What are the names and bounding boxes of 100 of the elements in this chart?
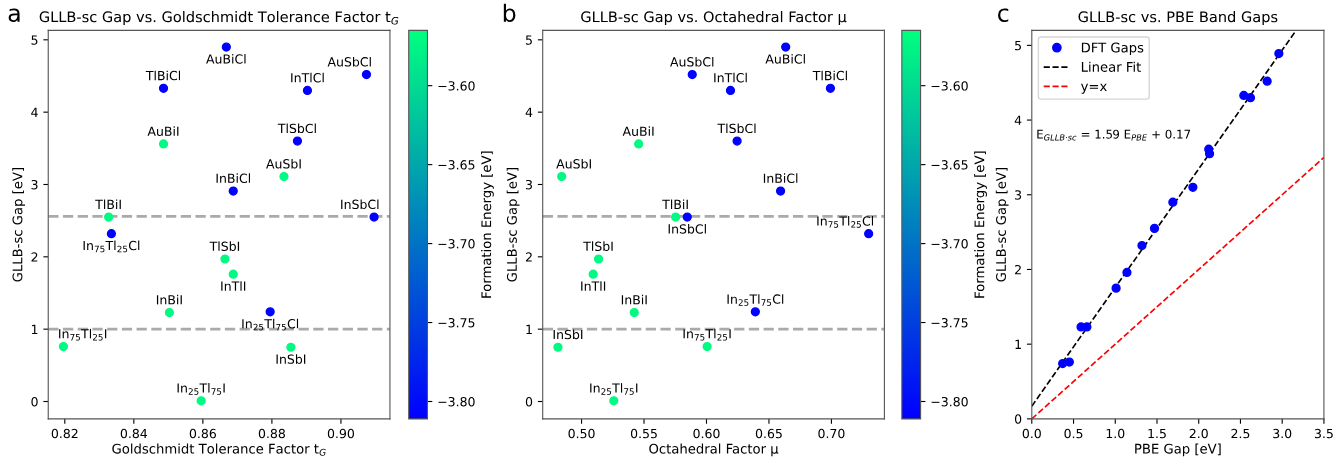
y-tick-label: 3 bbox=[1015, 190, 1022, 200]
annotation: InBiI bbox=[156, 294, 182, 305]
x-tick-label: 0.88 bbox=[258, 428, 285, 439]
y-tick-label: 1 bbox=[526, 324, 532, 334]
annotation: In$_{25}$Tl$_{75}$I bbox=[590, 383, 638, 395]
annotation: AuBiI bbox=[147, 126, 179, 137]
y-tick-label: 2 bbox=[31, 252, 38, 262]
annotation: InTlI bbox=[221, 281, 246, 291]
text: b bbox=[503, 3, 516, 22]
annotation: TlBiI bbox=[662, 199, 688, 209]
color-bar-label: −3.75 bbox=[931, 318, 968, 328]
annotation: AuSbI bbox=[556, 158, 591, 169]
x-tick-label: 0.82 bbox=[51, 428, 78, 439]
point bbox=[1122, 267, 1132, 278]
chart-title: GLLB-sc Gap vs. Goldschmidt Tolerance Factor t$_{G}$ bbox=[39, 11, 399, 26]
annotation: AuBiCl bbox=[206, 54, 246, 64]
color-bar-label: −3.70 bbox=[931, 239, 968, 249]
annotation: InSbI bbox=[553, 329, 583, 340]
text: a bbox=[8, 8, 20, 22]
legend-label: y=x bbox=[1081, 83, 1107, 94]
annotation: AuBiCl bbox=[765, 54, 805, 64]
annotation: AuSbCl bbox=[670, 56, 714, 67]
annotation: In$_{75}$Tl$_{25}$Cl bbox=[817, 216, 874, 228]
x-tick-label: 1.5 bbox=[1148, 428, 1166, 439]
annotation: InSbCl bbox=[668, 223, 706, 234]
annotation: TlSbI bbox=[209, 241, 240, 252]
x-tick-label: 0.50 bbox=[568, 428, 595, 439]
annotation: In$_{25}$Tl$_{75}$I bbox=[177, 383, 225, 395]
point bbox=[1111, 283, 1121, 293]
annotation: TlSbCl bbox=[277, 123, 316, 134]
point bbox=[1082, 322, 1092, 332]
y-tick-label: 2 bbox=[1015, 264, 1021, 275]
y-axis-title: GLLB-sc Gap [eV] bbox=[12, 168, 26, 282]
y-tick-label: 5 bbox=[525, 35, 532, 45]
color-bar-label: −3.65 bbox=[931, 160, 968, 170]
color-bar-title: Formation Energy [eV] bbox=[974, 151, 987, 298]
annotation: In$_{25}$Tl$_{75}$Cl bbox=[242, 318, 299, 331]
y-tick-label: 0 bbox=[525, 396, 533, 407]
x-tick-label: 0.70 bbox=[818, 428, 845, 439]
annotation: TlBiCl bbox=[145, 70, 181, 81]
color-bar-label: −3.80 bbox=[438, 396, 475, 407]
color-bar-label: −3.60 bbox=[931, 81, 968, 91]
annotation: TlBiI bbox=[95, 199, 121, 209]
y-tick-label: 3 bbox=[525, 179, 532, 190]
color-bar-title: Formation Energy [eV] bbox=[481, 151, 494, 298]
x-tick-label: 0.90 bbox=[327, 428, 355, 439]
annotation: InBiI bbox=[621, 294, 647, 305]
x-tick-label: 1.0 bbox=[1106, 428, 1125, 439]
y-tick-label: 0 bbox=[1014, 414, 1022, 424]
y-tick-label: 1 bbox=[31, 324, 38, 334]
y-tick-label: 4 bbox=[31, 107, 38, 117]
x-tick-label: 0.84 bbox=[120, 428, 148, 439]
color-bar-label: −3.70 bbox=[438, 239, 475, 249]
x-tick-label: 2.0 bbox=[1189, 428, 1208, 439]
y-tick-label: 2 bbox=[525, 252, 532, 262]
annotation: TlBiCl bbox=[812, 70, 847, 81]
annotation: InTlCl bbox=[714, 72, 747, 83]
annotation: InSbCl bbox=[341, 199, 379, 210]
annotation: In$_{75}$Tl$_{25}$I bbox=[683, 328, 731, 341]
x-tick-label: 3.0 bbox=[1273, 428, 1292, 439]
x-tick-label: 0.55 bbox=[630, 428, 657, 439]
text: c bbox=[998, 8, 1009, 22]
x-tick-label: 3.5 bbox=[1314, 428, 1333, 439]
annotation: AuBiI bbox=[622, 126, 654, 137]
x-tick-label: 0.5 bbox=[1064, 428, 1083, 439]
chart-title: GLLB-sc Gap vs. Octahedral Factor μ bbox=[581, 11, 847, 26]
annotation: InTlCl bbox=[291, 72, 324, 83]
chart-title: GLLB-sc vs. PBE Band Gaps bbox=[1078, 11, 1278, 26]
point bbox=[1245, 93, 1256, 103]
legend-label: DFT Gaps bbox=[1081, 42, 1144, 56]
annotation: TlSbI bbox=[583, 241, 613, 252]
annotation: AuSbI bbox=[266, 158, 301, 169]
annotation: In$_{75}$Tl$_{25}$I bbox=[59, 328, 107, 341]
x-tick-label: 0.65 bbox=[755, 428, 782, 439]
annotation: In$_{25}$Tl$_{75}$Cl bbox=[727, 294, 784, 306]
y-tick-label: 5 bbox=[31, 35, 38, 45]
y-tick-label: 4 bbox=[1014, 115, 1022, 125]
x-tick-label: 0.60 bbox=[693, 428, 720, 439]
point bbox=[1149, 223, 1160, 233]
y-tick-label: 1 bbox=[1015, 339, 1021, 349]
x-axis-title: Octahedral Factor μ bbox=[649, 443, 779, 457]
y-axis-title: GLLB-sc Gap [eV] bbox=[506, 168, 520, 282]
legend-label: Linear Fit bbox=[1081, 61, 1141, 72]
annotation: TlSbCl bbox=[717, 123, 756, 134]
point bbox=[1262, 76, 1272, 86]
annotation: InBiCl bbox=[763, 173, 798, 184]
point bbox=[1168, 197, 1178, 207]
color-bar-label: −3.60 bbox=[438, 81, 475, 91]
x-axis-title: Goldschmidt Tolerance Factor t$_{G}$ bbox=[112, 443, 326, 456]
x-axis-title: PBE Gap [eV] bbox=[1135, 443, 1221, 457]
annotation: In$_{75}$Tl$_{25}$Cl bbox=[83, 240, 140, 253]
x-tick-label: 0.0 bbox=[1022, 428, 1041, 439]
point bbox=[1137, 240, 1147, 251]
y-tick-label: 3 bbox=[31, 179, 38, 190]
color-bar-label: −3.80 bbox=[931, 396, 968, 407]
color-bar-label: −3.65 bbox=[438, 160, 475, 170]
x-tick-label: 2.5 bbox=[1231, 428, 1250, 439]
annotation: InTlI bbox=[581, 281, 606, 291]
y-tick-label: 0 bbox=[31, 396, 38, 407]
color-bar-label: −3.75 bbox=[438, 318, 475, 328]
